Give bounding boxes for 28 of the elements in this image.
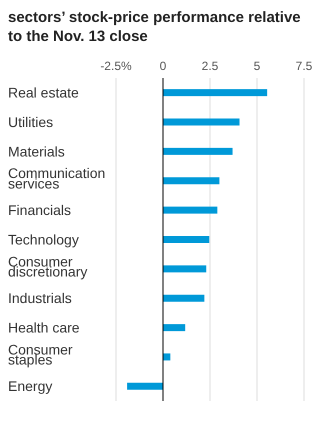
bar bbox=[163, 206, 218, 214]
bar bbox=[163, 148, 233, 155]
y-tick-label: Industrials bbox=[8, 290, 72, 306]
bar bbox=[163, 324, 186, 332]
bar bbox=[163, 177, 220, 184]
chart-title: sectors’ stock-price performance relative to the Nov. 13 close bbox=[8, 8, 302, 46]
bar bbox=[163, 89, 268, 96]
y-tick-label: Financials bbox=[8, 202, 72, 218]
bar bbox=[127, 382, 163, 390]
y-tick-label: Consumer staples bbox=[8, 341, 73, 368]
y-tick-label: Communication services bbox=[8, 165, 106, 192]
y-tick-label: Technology bbox=[8, 231, 79, 248]
bar bbox=[163, 118, 240, 126]
bar bbox=[163, 353, 170, 360]
bar bbox=[163, 294, 204, 302]
x-tick-label: 7.5 bbox=[296, 59, 313, 73]
y-tick-label: Consumer discretionary bbox=[8, 253, 88, 280]
y-tick-label: Health care bbox=[8, 319, 80, 336]
y-tick-label: Materials bbox=[8, 143, 65, 160]
x-tick-label: 2.5 bbox=[202, 59, 219, 73]
y-tick-label: Energy bbox=[8, 378, 52, 394]
bar bbox=[163, 236, 210, 243]
y-tick-label: Utilities bbox=[8, 114, 54, 130]
x-tick-label: -2.5% bbox=[100, 59, 132, 73]
x-tick-label: 5 bbox=[254, 59, 261, 73]
bar bbox=[163, 265, 206, 272]
x-tick-label: 0 bbox=[160, 59, 167, 73]
y-tick-label: Real estate bbox=[8, 84, 80, 101]
